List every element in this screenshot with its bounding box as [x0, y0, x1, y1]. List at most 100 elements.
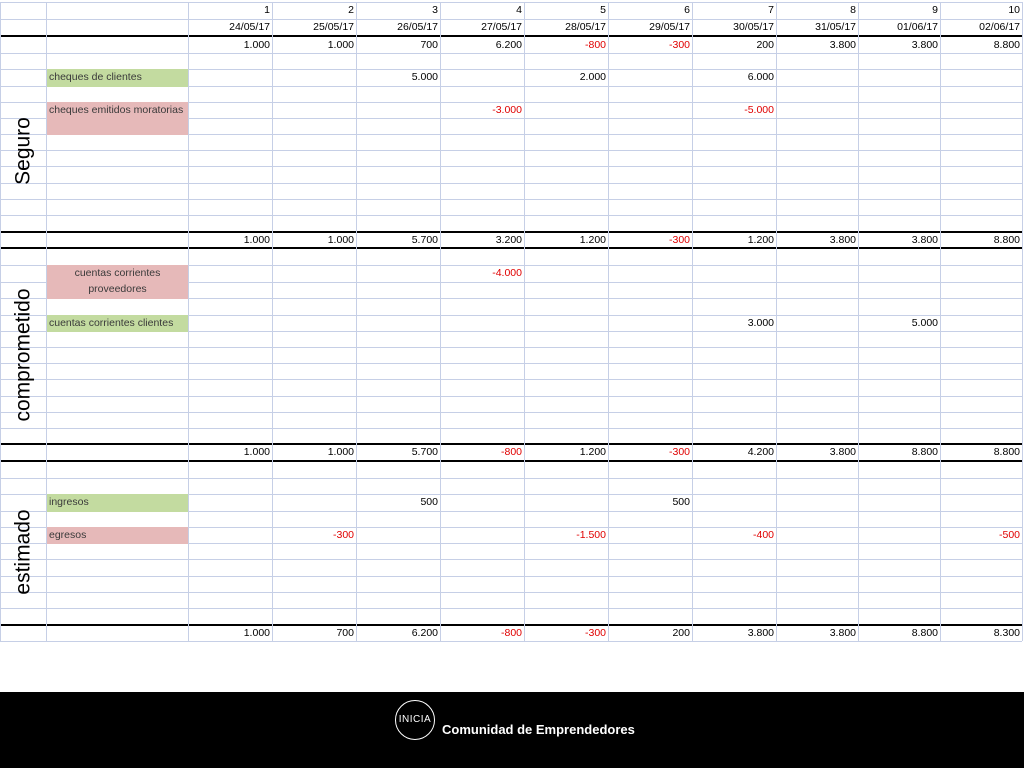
- column-number: 6: [684, 4, 690, 16]
- grid-row-line: [0, 543, 1022, 544]
- row-value: 5.000: [911, 317, 938, 329]
- opening-balance: 200: [756, 39, 774, 51]
- section-total: -300: [668, 446, 690, 458]
- column-date: 30/05/17: [733, 21, 774, 33]
- grid-row-line: [0, 460, 1022, 462]
- column-date: 24/05/17: [229, 21, 270, 33]
- row-label: cuentas corrientes proveedores: [47, 265, 188, 299]
- grid-row-line: [0, 559, 1022, 560]
- opening-balance: 6.200: [495, 39, 522, 51]
- section-total: 3.800: [829, 234, 856, 246]
- grid-row-line: [0, 608, 1022, 609]
- grid-row-line: [0, 396, 1022, 397]
- grid-row-line: [0, 379, 1022, 380]
- section-total: -800: [500, 446, 522, 458]
- grid-row-line: [0, 199, 1022, 200]
- grid-row-line: [0, 134, 1022, 135]
- row-label: cuentas corrientes clientes: [47, 315, 188, 332]
- column-number: 7: [768, 4, 774, 16]
- column-date: 31/05/17: [815, 21, 856, 33]
- grid-col-line: [1022, 2, 1023, 641]
- grid-row-line: [0, 494, 1022, 495]
- opening-balance: 700: [420, 39, 438, 51]
- column-number: 10: [1008, 4, 1020, 16]
- grid-col-line: [188, 2, 189, 641]
- grid-row-line: [0, 315, 1022, 316]
- grid-col-line: [608, 2, 609, 641]
- grid-col-line: [524, 2, 525, 641]
- column-number: 4: [516, 4, 522, 16]
- section-total: 1.000: [327, 234, 354, 246]
- grid-row-line: [0, 412, 1022, 413]
- grid-row-line: [0, 363, 1022, 364]
- section-total: 3.800: [829, 627, 856, 639]
- section-title-comprometido: comprometido: [11, 287, 35, 422]
- footer-bar: INICIA Comunidad de Emprendedores: [0, 692, 1024, 768]
- section-total: 200: [672, 627, 690, 639]
- section-total: 5.700: [411, 446, 438, 458]
- footer-tagline: Comunidad de Emprendedores: [442, 722, 635, 737]
- grid-row-line: [0, 265, 1022, 266]
- grid-row-line: [0, 102, 1022, 103]
- row-value: 6.000: [747, 71, 774, 83]
- grid-row-line: [0, 624, 1022, 626]
- section-total: 8.300: [993, 627, 1020, 639]
- grid-row-line: [0, 298, 1022, 299]
- section-total: 1.000: [243, 446, 270, 458]
- section-total: 1.200: [579, 234, 606, 246]
- grid-col-line: [46, 2, 47, 641]
- column-number: 3: [432, 4, 438, 16]
- grid-row-line: [0, 247, 1022, 249]
- grid-row-line: [0, 428, 1022, 429]
- row-value: -1.500: [576, 529, 606, 541]
- grid-col-line: [692, 2, 693, 641]
- opening-balance: 1.000: [243, 39, 270, 51]
- opening-balance: 1.000: [327, 39, 354, 51]
- grid-row-line: [0, 347, 1022, 348]
- grid-col-line: [940, 2, 941, 641]
- grid-col-line: [356, 2, 357, 641]
- grid-col-line: [858, 2, 859, 641]
- section-total: 8.800: [911, 627, 938, 639]
- section-total: 3.800: [911, 234, 938, 246]
- grid-row-line: [0, 53, 1022, 54]
- section-total: 1.000: [243, 627, 270, 639]
- opening-balance: 8.800: [993, 39, 1020, 51]
- spreadsheet: 1 2 3 4 5 6 7 8 9 10 24/05/17 25/05/17 26/05/17 27/05…: [0, 2, 1023, 642]
- section-total: -300: [668, 234, 690, 246]
- column-date: 29/05/17: [649, 21, 690, 33]
- section-total: 3.200: [495, 234, 522, 246]
- grid-row-line: [0, 478, 1022, 479]
- opening-balance: 3.800: [829, 39, 856, 51]
- section-total: 700: [336, 627, 354, 639]
- row-value: -3.000: [492, 104, 522, 116]
- section-total: 1.000: [327, 446, 354, 458]
- opening-balance: 3.800: [911, 39, 938, 51]
- column-number: 8: [850, 4, 856, 16]
- row-value: 500: [420, 496, 438, 508]
- row-label: cheques de clientes: [47, 69, 188, 87]
- column-date: 27/05/17: [481, 21, 522, 33]
- section-total: 1.200: [579, 446, 606, 458]
- grid-row-line: [0, 2, 1022, 3]
- section-total: -300: [584, 627, 606, 639]
- grid-col-line: [440, 2, 441, 641]
- row-label: cheques emitidos moratorias: [47, 102, 188, 135]
- grid-row-line: [0, 511, 1022, 512]
- column-number: 9: [932, 4, 938, 16]
- column-number: 1: [264, 4, 270, 16]
- section-total: 6.200: [411, 627, 438, 639]
- row-value: 500: [672, 496, 690, 508]
- grid-col-line: [776, 2, 777, 641]
- grid-row-line: [0, 331, 1022, 332]
- row-value: 3.000: [747, 317, 774, 329]
- grid-row-line: [0, 35, 1022, 37]
- grid-row-line: [0, 86, 1022, 87]
- row-value: -5.000: [744, 104, 774, 116]
- column-date: 02/06/17: [979, 21, 1020, 33]
- column-date: 26/05/17: [397, 21, 438, 33]
- section-total: 5.700: [411, 234, 438, 246]
- column-number: 5: [600, 4, 606, 16]
- grid-row-line: [0, 215, 1022, 216]
- grid-col-line: [0, 2, 1, 641]
